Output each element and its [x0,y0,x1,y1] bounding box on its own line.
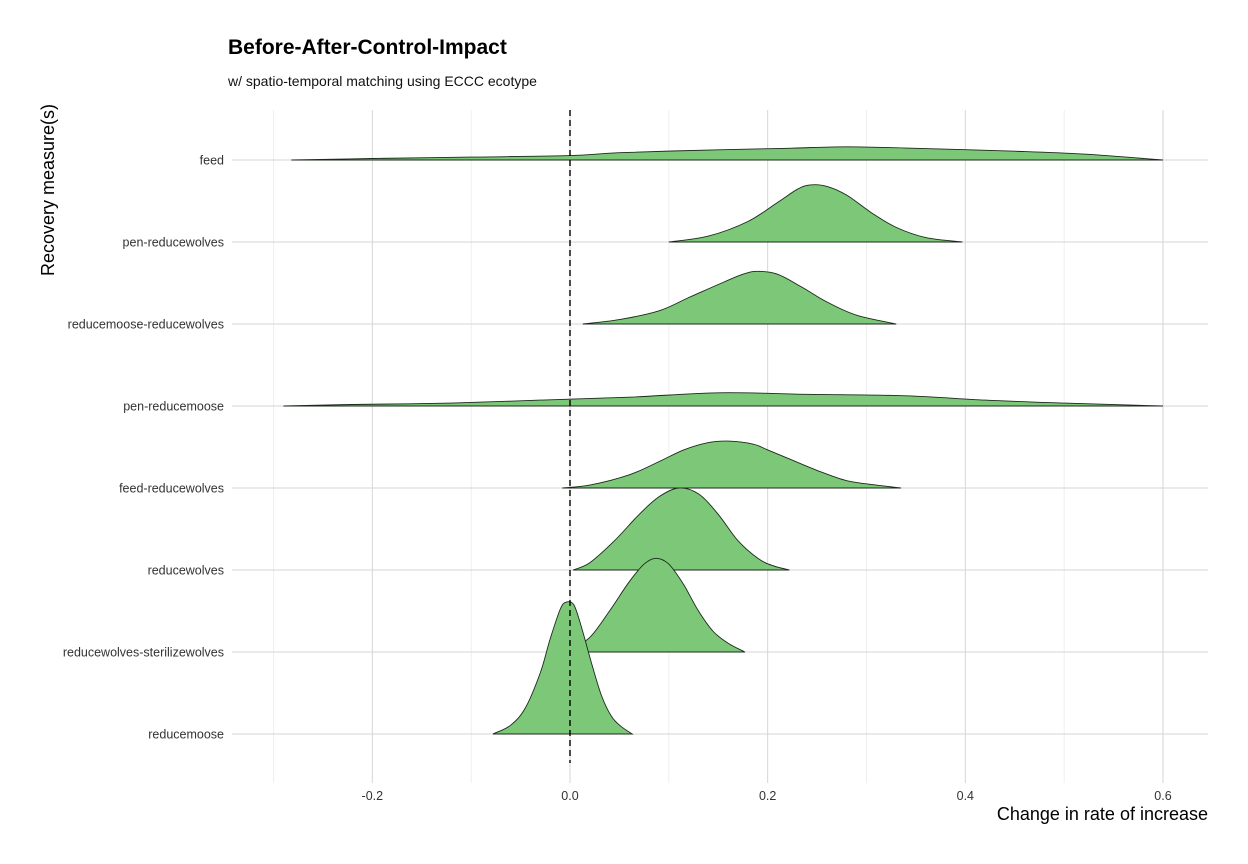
y-tick-label: reducemoose [148,728,224,742]
ridge-pen-reducewolves [668,184,963,243]
y-axis-title: Recovery measure(s) [38,104,58,276]
y-tick-label: pen-reducewolves [123,236,224,250]
ridge-feed [291,146,1164,161]
x-tick-label: 0.4 [957,789,974,803]
ridge-reducewolves [572,487,790,571]
x-tick-label: 0.2 [759,789,776,803]
ridge-feed-reducewolves [562,440,902,489]
y-tick-label: reducewolves [148,564,224,578]
x-tick-label: -0.2 [362,789,384,803]
y-tick-labels: reducemoose reducewolves-sterilizewolves r… [63,154,224,742]
ridge-reducewolves-sterilizewolves [555,557,746,653]
x-tick-label: 0.6 [1154,789,1171,803]
y-tick-label: feed [200,154,224,168]
ridges-layer [283,146,1164,735]
chart-title: Before-After-Control-Impact [228,36,507,59]
x-tick-labels: -0.2 0.0 0.2 0.4 0.6 [362,789,1172,803]
x-axis-title: Change in rate of increase [997,804,1208,824]
y-tick-label: reducewolves-sterilizewolves [63,646,224,660]
ridge-pen-reducemoose [283,392,1164,407]
y-tick-label: reducemoose-reducewolves [68,318,224,332]
y-tick-label: feed-reducewolves [119,482,224,496]
ridge-reducemoose-reducewolves [582,270,897,325]
chart-subtitle: w/ spatio-temporal matching using ECCC e… [228,73,537,89]
x-tick-label: 0.0 [561,789,578,803]
y-tick-label: pen-reducemoose [123,400,224,414]
